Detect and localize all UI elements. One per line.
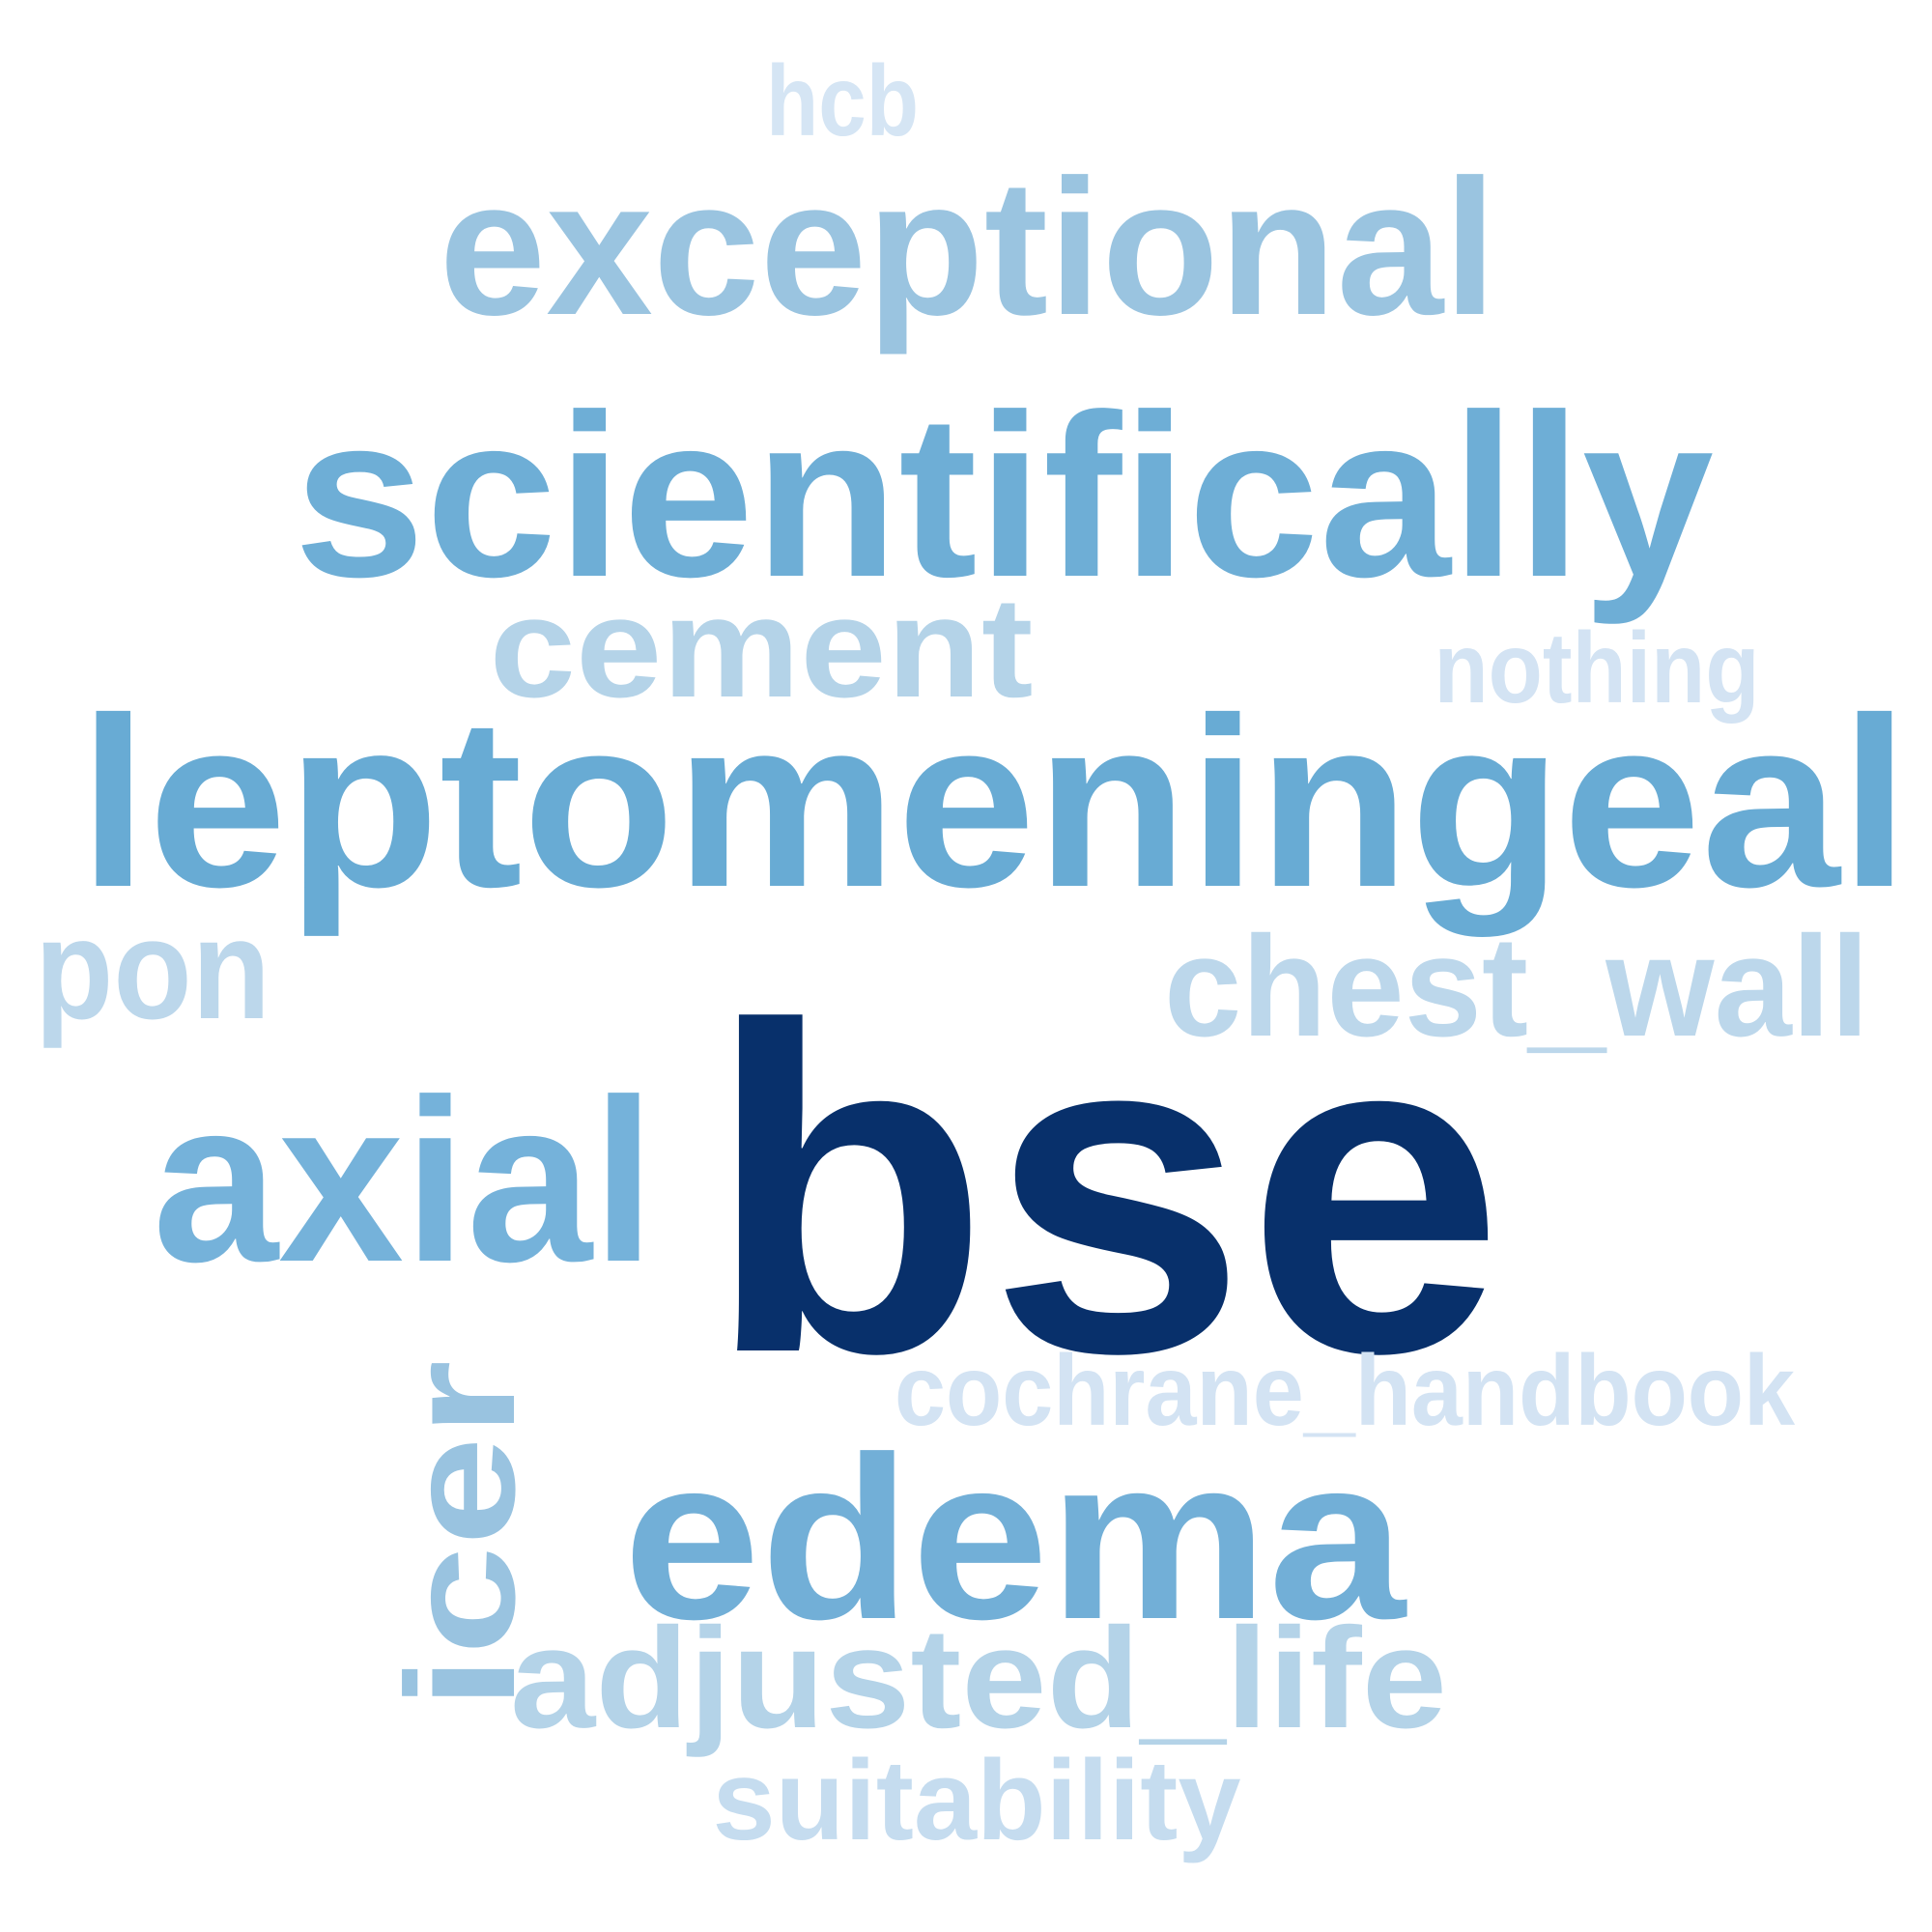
word-icer: icer: [374, 1360, 547, 1710]
word-nothing: nothing: [1435, 612, 1760, 724]
word-axial: axial: [153, 1051, 655, 1310]
word-cement: cement: [490, 568, 1034, 727]
word-edema: edema: [623, 1408, 1407, 1667]
word-adjusted-life: adjusted_life: [510, 1599, 1447, 1758]
word-cochrane-handbook: cochrane_handbook: [895, 1335, 1795, 1447]
word-bse: bse: [707, 930, 1504, 1449]
word-chest-wall: chest_wall: [1164, 907, 1869, 1066]
word-pon: pon: [35, 890, 270, 1049]
word-hcb: hcb: [766, 45, 919, 157]
word-exceptional: exceptional: [440, 140, 1497, 355]
word-leptomeningeal: leptomeningeal: [79, 668, 1910, 937]
word-scientifically: scientifically: [294, 366, 1714, 625]
word-suitability: suitability: [713, 1737, 1241, 1864]
